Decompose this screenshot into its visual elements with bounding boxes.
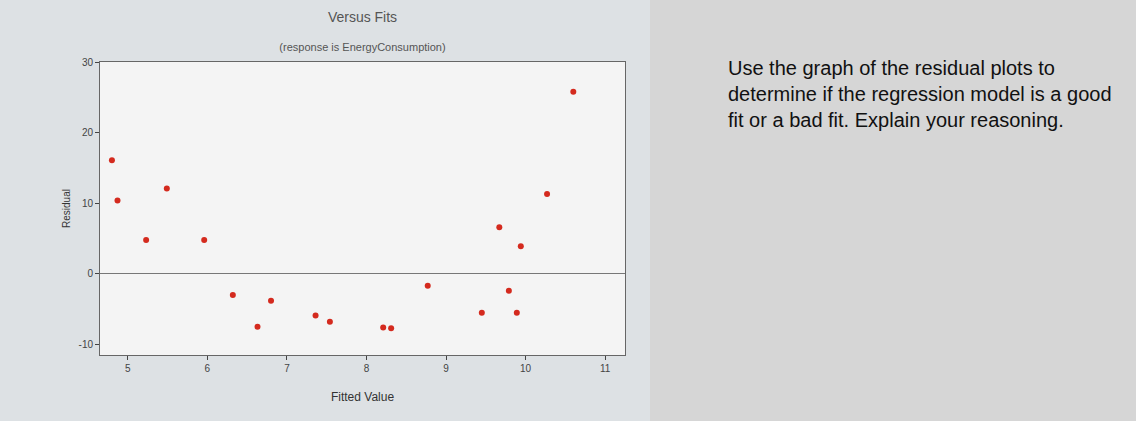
svg-text:-10: -10 [79,339,94,350]
svg-text:6: 6 [205,363,211,374]
svg-text:(response is EnergyConsumption: (response is EnergyConsumption) [279,41,445,53]
svg-text:30: 30 [82,57,94,68]
svg-text:20: 20 [82,127,94,138]
svg-text:9: 9 [443,363,449,374]
svg-text:Versus Fits: Versus Fits [328,9,397,25]
svg-text:8: 8 [364,363,370,374]
html-text:Use the graph of the residual: Use the graph of the residual plots to d… [728,57,1112,131]
svg-text:Fitted Value: Fitted Value [331,390,394,404]
svg-text:10: 10 [520,363,532,374]
svg-text:10: 10 [82,198,94,209]
svg-text:7: 7 [284,363,290,374]
svg-text:11: 11 [600,363,611,374]
svg-text:Residual: Residual [61,189,72,228]
svg-text:5: 5 [125,363,131,374]
svg-text:0: 0 [87,268,93,279]
